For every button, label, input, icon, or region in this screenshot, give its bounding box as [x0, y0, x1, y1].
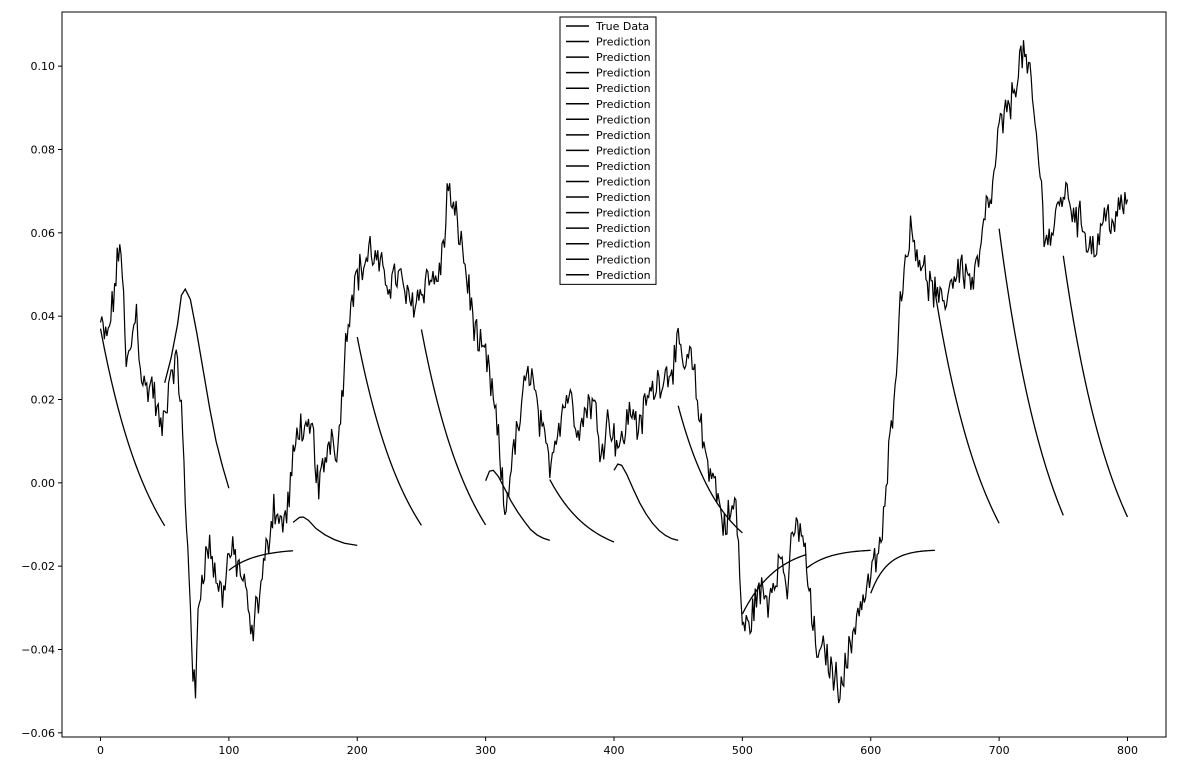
x-tick-label: 800	[1117, 744, 1138, 757]
y-tick-label: −0.02	[21, 560, 55, 573]
y-tick-label: −0.06	[21, 727, 55, 740]
legend-label: Prediction	[596, 82, 651, 95]
x-tick-label: 500	[732, 744, 753, 757]
legend-label: Prediction	[596, 160, 651, 173]
prediction-line-5	[356, 336, 422, 526]
prediction-line-7	[485, 469, 551, 541]
prediction-line-1	[99, 328, 166, 527]
legend-label: Prediction	[596, 269, 651, 282]
prediction-line-3	[228, 550, 294, 571]
prediction-line-13	[870, 549, 935, 594]
x-tick-label: 0	[97, 744, 104, 757]
legend-label: Prediction	[596, 253, 651, 266]
prediction-line-8	[549, 479, 615, 543]
x-tick-label: 300	[475, 744, 496, 757]
y-tick-label: 0.08	[31, 144, 56, 157]
prediction-line-4	[292, 516, 358, 546]
prediction-line-14	[934, 291, 1000, 524]
y-tick-label: 0.00	[31, 477, 56, 490]
y-tick-label: 0.02	[31, 394, 56, 407]
legend-label: Prediction	[596, 207, 651, 220]
x-tick-label: 200	[347, 744, 368, 757]
legend-label: Prediction	[596, 51, 651, 64]
legend-label: Prediction	[596, 176, 651, 189]
legend: True Data Prediction Prediction Prediction P…	[559, 16, 657, 285]
x-tick-label: 100	[218, 744, 239, 757]
legend-label: Prediction	[596, 144, 651, 157]
y-axis: −0.06 −0.04 −0.02 0.00 0.02 0.04 0.06 0.08 0.10	[21, 60, 62, 740]
legend-label: Prediction	[596, 98, 651, 111]
legend-label: Prediction	[596, 191, 651, 204]
legend-label: Prediction	[596, 222, 651, 235]
legend-label: Prediction	[596, 129, 651, 142]
y-tick-label: 0.06	[31, 227, 56, 240]
prediction-line-15	[998, 228, 1064, 516]
x-axis: 0 100 200 300 400 500 600 700 800	[97, 737, 1138, 757]
y-tick-label: −0.04	[21, 644, 55, 657]
prediction-line-2	[164, 287, 230, 489]
prediction-line-16	[1062, 255, 1129, 518]
prediction-line-11	[741, 553, 807, 615]
true-data-line	[99, 40, 1129, 704]
x-tick-label: 600	[860, 744, 881, 757]
prediction-line-12	[806, 549, 871, 569]
legend-label: Prediction	[596, 36, 651, 49]
prediction-line-10	[677, 405, 743, 534]
legend-label: Prediction	[596, 113, 651, 126]
legend-label: Prediction	[596, 238, 651, 251]
x-tick-label: 700	[989, 744, 1010, 757]
x-tick-label: 400	[604, 744, 625, 757]
prediction-line-6	[420, 329, 487, 526]
y-tick-label: 0.04	[31, 310, 56, 323]
legend-label: True Data	[595, 20, 649, 33]
legend-label: Prediction	[596, 67, 651, 80]
y-tick-label: 0.10	[31, 60, 56, 73]
prediction-line-9	[613, 463, 679, 541]
series-layer	[99, 40, 1129, 704]
